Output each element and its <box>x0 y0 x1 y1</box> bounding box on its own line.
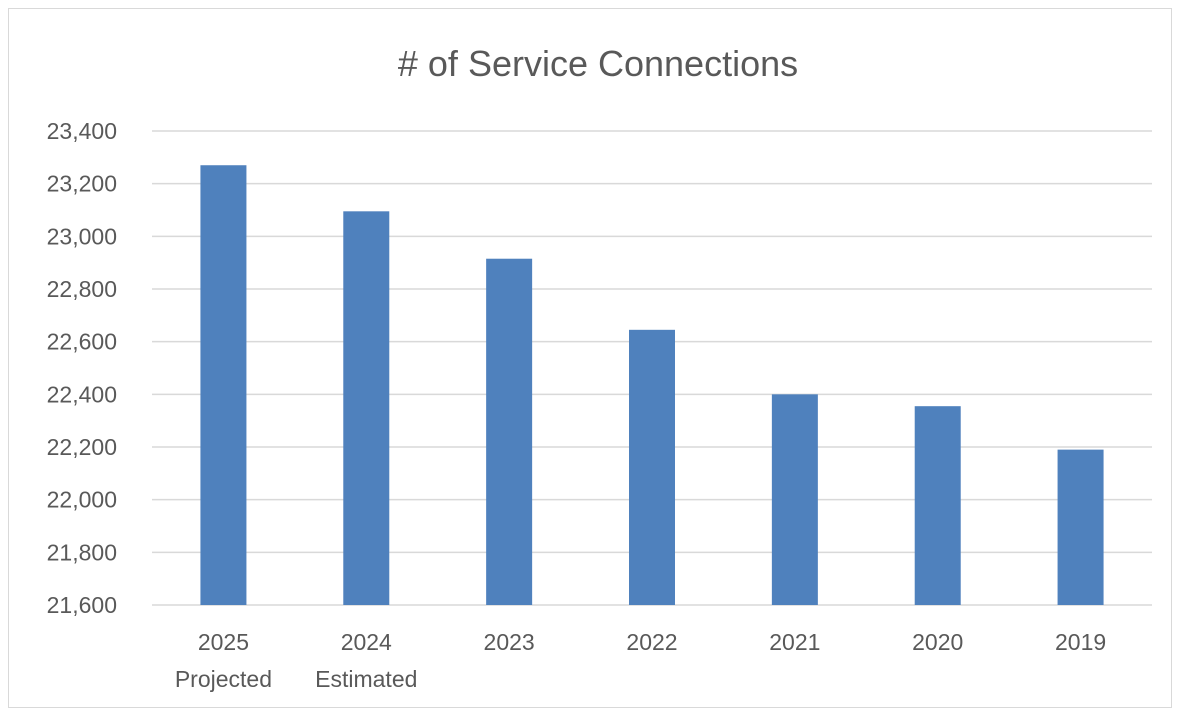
x-category-label: 2024 <box>341 629 392 655</box>
chart-title: # of Service Connections <box>398 43 798 84</box>
y-tick-label: 23,200 <box>47 171 117 197</box>
bar <box>1057 449 1104 605</box>
y-tick-label: 21,600 <box>47 592 117 618</box>
x-category-sublabel: Projected <box>175 666 272 692</box>
y-tick-label: 21,800 <box>47 539 117 565</box>
x-category-sublabel: Estimated <box>315 666 417 692</box>
gridlines <box>152 130 1152 606</box>
bars <box>200 165 1104 606</box>
y-tick-label: 22,400 <box>47 381 117 407</box>
x-axis-category-labels: 2025 Projected 2024 Estimated 2023 2022 2021 20… <box>175 629 1106 692</box>
x-category-label: 2022 <box>626 629 677 655</box>
x-category-label: 2021 <box>769 629 820 655</box>
bar <box>486 258 533 605</box>
bar <box>629 329 675 605</box>
y-tick-label: 22,000 <box>47 487 117 513</box>
x-category-label: 2025 <box>198 629 249 655</box>
y-tick-label: 23,400 <box>47 118 117 144</box>
y-tick-label: 22,600 <box>47 329 117 355</box>
y-tick-label: 23,000 <box>47 223 117 249</box>
bar <box>771 394 818 605</box>
bar <box>914 406 961 605</box>
x-category-label: 2020 <box>912 629 963 655</box>
bar <box>343 211 390 606</box>
x-category-label: 2023 <box>484 629 535 655</box>
y-tick-label: 22,200 <box>47 434 117 460</box>
x-category-label: 2019 <box>1055 629 1106 655</box>
y-axis-tick-labels: 21,600 21,800 22,000 22,200 22,400 22,600 22,8… <box>47 118 117 618</box>
y-tick-label: 22,800 <box>47 276 117 302</box>
bar <box>200 165 247 605</box>
